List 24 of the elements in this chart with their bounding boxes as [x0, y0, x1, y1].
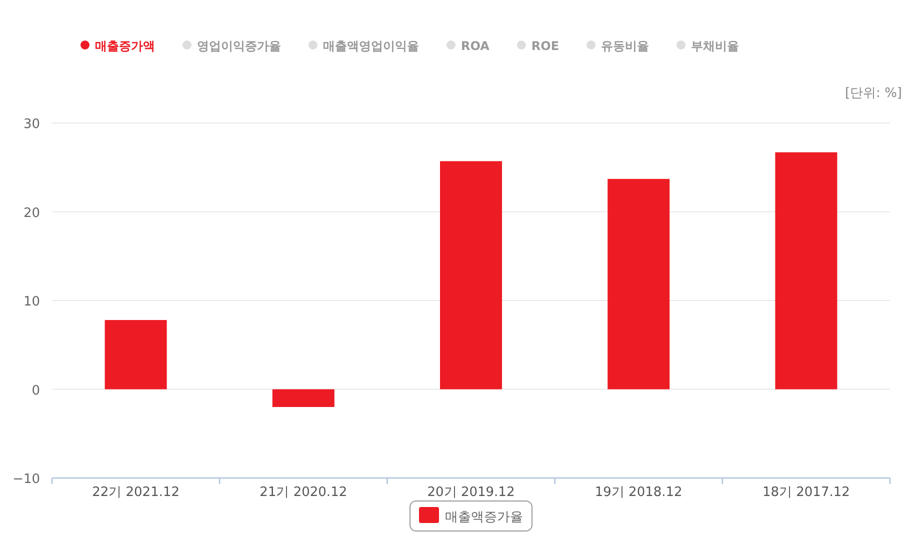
- bar: [440, 161, 502, 390]
- text: ROE: [531, 39, 560, 53]
- y-tick-label: −10: [12, 472, 40, 487]
- x-tick-label: 21기 2020.12: [260, 485, 348, 500]
- y-tick-label: 20: [23, 206, 40, 221]
- x-tick-label: 19기 2018.12: [594, 485, 682, 500]
- bar: [104, 320, 167, 390]
- text: 부채비율: [691, 39, 740, 53]
- x-tick-label: 22기 2021.12: [92, 485, 180, 500]
- text: 매출증가액: [95, 39, 155, 53]
- text: 매출액영업이익율: [323, 39, 419, 53]
- y-tick-label: 0: [32, 383, 40, 398]
- text: ROA: [461, 39, 490, 53]
- y-tick-label: 30: [23, 117, 40, 132]
- bar: [775, 152, 838, 390]
- bar: [272, 389, 334, 407]
- x-tick-label: 20기 2019.12: [427, 485, 515, 500]
- y-tick-label: 10: [23, 294, 40, 310]
- y-axis-title: [단위: %]: [844, 86, 902, 101]
- text: 유동비율: [601, 39, 650, 53]
- text: 영업이익증가율: [197, 39, 281, 53]
- legend-label: 매출액증가율: [445, 510, 523, 525]
- x-tick-label: 18기 2017.12: [762, 485, 850, 500]
- bar: [608, 178, 670, 390]
